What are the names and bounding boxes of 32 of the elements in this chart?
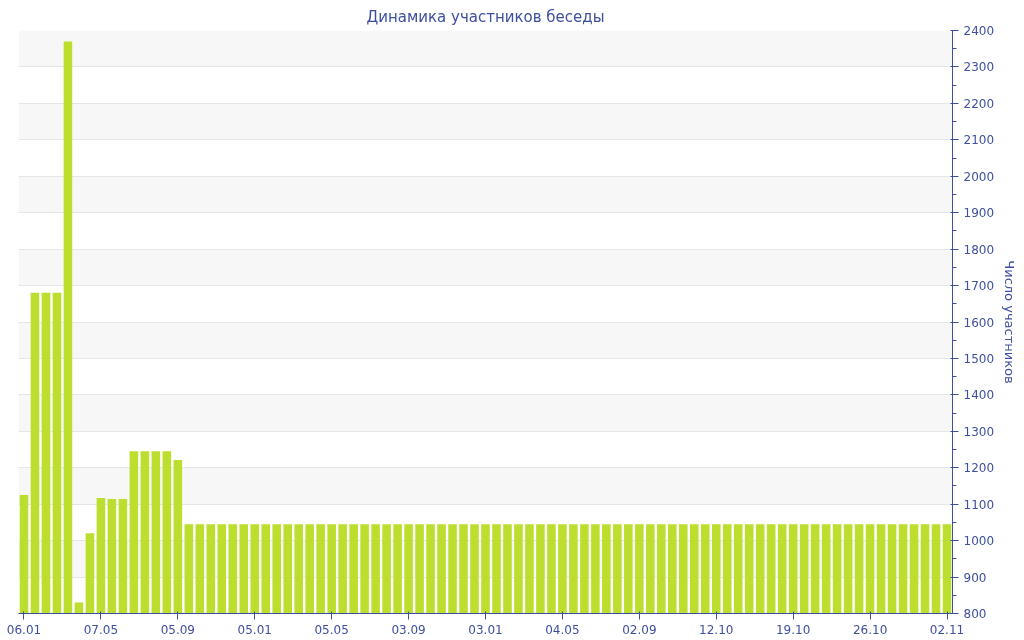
x-tick-label: 03.09 xyxy=(391,622,426,637)
y-axis-title: Число участников xyxy=(1002,260,1018,384)
y-tick-label: 1600 xyxy=(963,315,995,330)
y-tick-label: 1300 xyxy=(963,424,995,439)
y-tick-label: 1500 xyxy=(963,351,995,366)
y-tick-label: 1700 xyxy=(963,279,995,294)
y-tick-label: 1200 xyxy=(963,461,995,476)
y-tick-label: 800 xyxy=(963,607,987,621)
y-tick-label: 2400 xyxy=(963,24,995,38)
y-tick-label: 1400 xyxy=(963,388,995,403)
y-tick-label: 2300 xyxy=(963,60,995,75)
y-tick-label: 2000 xyxy=(963,169,995,184)
x-tick-label: 06.01 xyxy=(6,622,42,637)
x-tick-label: 07.05 xyxy=(83,622,119,637)
x-tick-label: 03.01 xyxy=(468,622,503,637)
chart-title: Динамика участников беседы xyxy=(366,7,605,26)
x-tick-label: 26.10 xyxy=(852,622,888,637)
x-tick-label: 05.09 xyxy=(160,622,196,637)
x-tick-label: 05.05 xyxy=(314,622,349,637)
y-tick-label: 1000 xyxy=(963,534,995,549)
y-tick-label: 1800 xyxy=(963,242,995,257)
x-tick-label: 02.09 xyxy=(622,622,657,637)
y-tick-label: 900 xyxy=(963,570,987,585)
x-tick-label: 05.01 xyxy=(237,622,272,637)
y-tick-label: 1100 xyxy=(963,497,995,512)
y-tick-label: 2100 xyxy=(963,133,995,148)
x-tick-label: 04.05 xyxy=(545,622,580,637)
y-tick-label: 2200 xyxy=(963,96,995,111)
x-tick-label: 19.10 xyxy=(775,622,811,637)
x-tick-label: 02.11 xyxy=(929,622,965,637)
x-tick-label: 12.10 xyxy=(699,622,734,637)
y-tick-label: 1900 xyxy=(963,206,995,221)
